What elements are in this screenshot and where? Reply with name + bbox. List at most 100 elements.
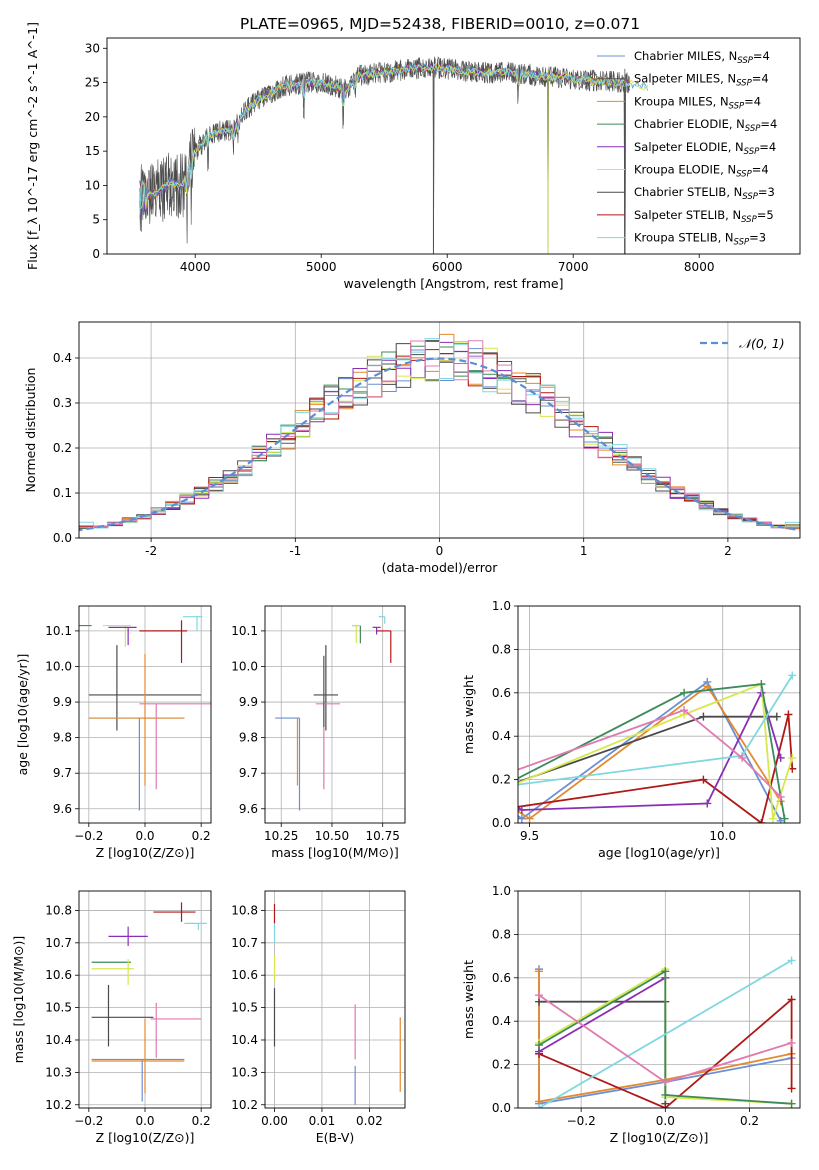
legend-eq: =3: [749, 231, 766, 245]
y-tick-label: 10.8: [231, 903, 258, 917]
x-axis-label: Z [log10(Z/Z⊙)]: [96, 845, 195, 860]
legend-sub: SSP: [741, 215, 757, 225]
legend-text: Chabrier MILES, N: [634, 49, 737, 63]
spectrum-line-kroupa_stelib: [139, 63, 649, 215]
weight-marker: [448, 812, 456, 820]
y-tick-label: 30: [85, 41, 100, 55]
weight-line-pink: [518, 709, 782, 798]
weight-marker: [776, 792, 785, 801]
legend-label: Chabrier MILES, NSSP=4: [634, 49, 770, 66]
y-tick-label: 9.6: [53, 802, 72, 816]
x-axis-label: Z [log10(Z/Z⊙)]: [610, 1130, 709, 1145]
y-tick-label: 0.8: [492, 642, 511, 656]
weight-marker: [703, 682, 712, 691]
axes-frame: [264, 890, 406, 1109]
x-tick-label: 10.0: [709, 829, 736, 843]
x-tick-label: 10.75: [366, 829, 400, 843]
errorbar-point-kroupa_elodie: [352, 624, 361, 644]
x-tick-label: 6000: [432, 260, 463, 274]
y-tick-label: 9.6: [239, 802, 258, 816]
y-tick-label: 10.5: [45, 1001, 72, 1015]
weight-marker: [448, 806, 456, 814]
legend-sub: SSP: [744, 147, 760, 157]
weight-marker: [680, 706, 689, 715]
y-tick-label: 0.0: [53, 531, 72, 545]
normal-curve: [79, 357, 800, 532]
y-tick-label: 10: [85, 178, 100, 192]
weight-marker: [518, 805, 526, 814]
weight-marker: [699, 775, 708, 784]
weight-marker: [217, 819, 225, 827]
y-tick-label: 10.4: [231, 1033, 258, 1047]
axes-frame: [517, 890, 801, 1109]
weight-marker: [518, 814, 526, 823]
errorbar-point-salpeter_elodie: [108, 926, 148, 947]
spectrum-line-chabrier_miles: [139, 63, 649, 219]
x-axis-label: E(B-V): [316, 1130, 355, 1145]
x-tick-label: 0.0: [656, 1114, 675, 1128]
x-tick-label: 5000: [306, 260, 337, 274]
weight-line-kroupa_elodie: [518, 682, 794, 819]
errorbar-point-chabrier_miles: [275, 717, 301, 811]
plot-area-age_vs_Z: [79, 616, 211, 811]
y-tick-label: 10.3: [231, 1065, 258, 1079]
y-axis-label: Flux [f_λ 10^-17 erg cm^-2 s^-1 A^-1]: [25, 22, 40, 270]
weight-marker: [768, 814, 777, 823]
weight-marker: [410, 815, 418, 823]
x-tick-label: 0.0: [135, 1114, 154, 1128]
x-tick-label: -1: [289, 544, 301, 558]
y-tick-label: 15: [85, 144, 100, 158]
y-tick-label: 0.4: [492, 1014, 511, 1028]
plot-area-mass_vs_ebv: [273, 903, 401, 1105]
axes-mass_vs_Z: −0.2 0.0 0.2 10.2 10.3 10.4 10.5 10.6 10.7 10.8 Z …: [11, 890, 212, 1145]
y-tick-label: 10.6: [45, 968, 72, 982]
errorbar-point-kroupa_miles: [88, 654, 185, 786]
legend-eq: =4: [752, 72, 769, 86]
weight-marker: [784, 710, 793, 719]
y-tick-label: 10.4: [45, 1033, 72, 1047]
weight-marker: [787, 956, 796, 965]
y-tick-label: 0.2: [492, 1058, 511, 1072]
y-tick-label: 10.0: [231, 659, 258, 673]
spectrum-line-chabrier_stelib: [139, 57, 630, 254]
x-axis-label: mass [log10(M/M⊙)]: [271, 845, 399, 860]
legend-eq: =4: [752, 163, 769, 177]
x-tick-label: -2: [145, 544, 157, 558]
y-axis-label: Normed distribution: [23, 368, 38, 493]
legend-label: Kroupa MILES, NSSP=4: [634, 94, 761, 111]
x-tick-label: 0.2: [740, 1114, 759, 1128]
errorbar-point-chabrier_stelib: [313, 645, 339, 731]
legend-label: Chabrier STELIB, NSSP=3: [634, 185, 775, 202]
weight-marker: [468, 782, 476, 790]
plot-area-weight_vs_age: [217, 671, 797, 827]
weight-marker: [776, 753, 785, 762]
y-tick-label: 0.0: [492, 1101, 511, 1115]
y-tick-label: 10.1: [45, 624, 72, 638]
errorbar-point-pink: [315, 703, 341, 790]
x-tick-label: 0.00: [261, 1114, 288, 1128]
plot-area-residuals: [79, 333, 800, 532]
errorbar-point-chabrier_miles: [91, 1058, 185, 1102]
weight-line-salpeter_elodie: [538, 977, 666, 1053]
spectrum-line-chabrier_elodie: [139, 63, 630, 220]
errorbar-point-kroupa_stelib: [182, 616, 203, 631]
y-tick-label: 10.7: [45, 936, 72, 950]
weight-marker: [448, 808, 456, 816]
weight-marker: [699, 712, 708, 721]
axes-frame: [517, 605, 801, 824]
axes-weight_vs_Z: −0.2 0.0 0.2 0.0 0.2 0.4 0.6 0.8 1.0 Z [log10(Z/Z…: [461, 884, 801, 1145]
spectrum-line-salpeter_elodie: [139, 63, 630, 218]
x-tick-label: 9.5: [520, 829, 539, 843]
x-tick-label: 0.0: [135, 829, 154, 843]
legend-eq: =4: [759, 140, 776, 154]
x-tick-label: 0: [436, 544, 444, 558]
y-tick-label: 0.1: [53, 486, 72, 500]
plot-area-mass_vs_Z: [91, 902, 207, 1102]
y-tick-label: 9.7: [239, 766, 258, 780]
legend-text: Chabrier STELIB, N: [634, 185, 742, 199]
y-axis-label: age [log10(age/yr)]: [15, 654, 30, 776]
weight-line-salpeter_stelib: [518, 714, 794, 823]
legend-text: Kroupa MILES, N: [634, 94, 729, 108]
